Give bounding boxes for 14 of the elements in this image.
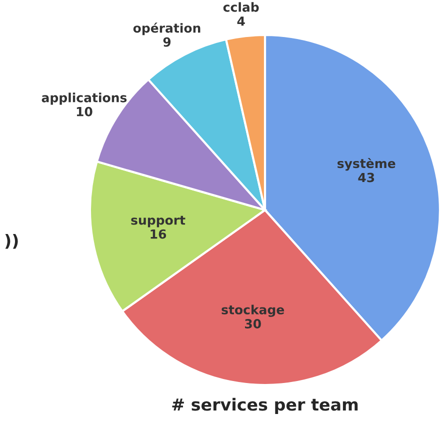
- data-label: 4: [237, 16, 245, 26]
- slice-label: cclab: [223, 2, 259, 12]
- slice-label: applications: [42, 92, 127, 105]
- text: )): [5, 234, 18, 249]
- slice-label: système: [338, 158, 396, 171]
- slice-label: opération: [133, 22, 200, 36]
- text: # services per team: [172, 398, 358, 414]
- slice-label: stockage: [222, 304, 284, 317]
- data-label: 30: [244, 319, 261, 328]
- data-label: 9: [163, 37, 171, 47]
- data-label: 10: [76, 106, 92, 116]
- data-label: 43: [358, 172, 374, 182]
- slice-label: support: [131, 216, 186, 228]
- data-label: 16: [150, 229, 166, 239]
